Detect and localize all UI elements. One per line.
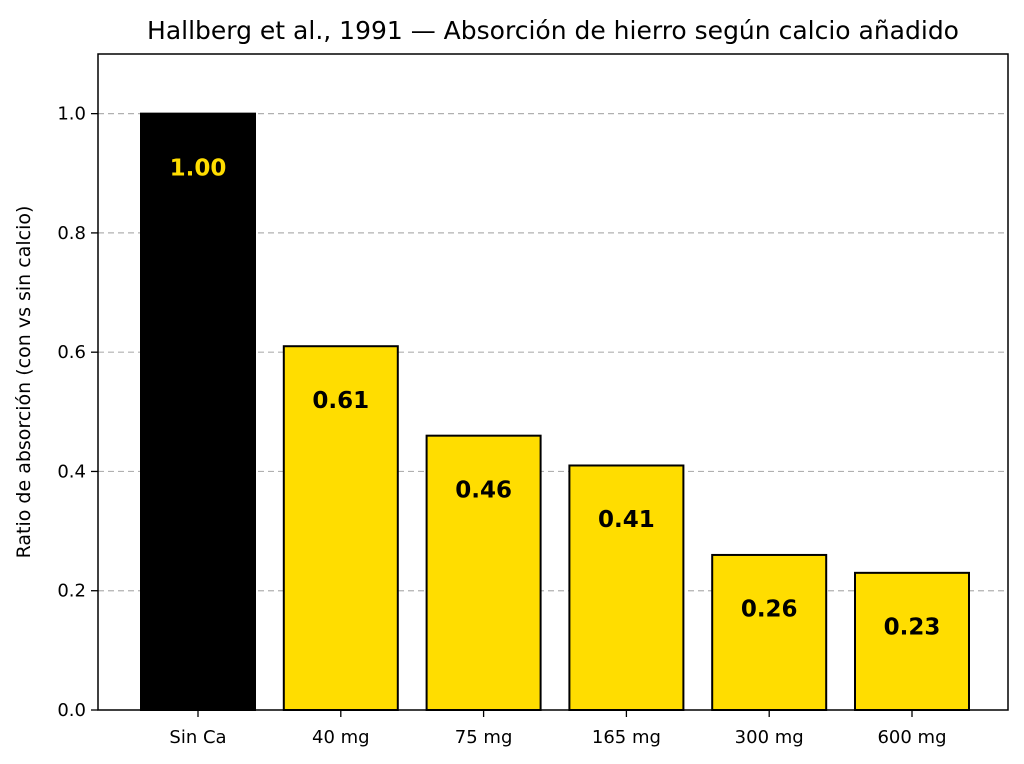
bar-value-label: 0.26 bbox=[741, 597, 798, 623]
bar bbox=[282, 345, 399, 711]
bars-group bbox=[140, 112, 970, 712]
x-axis-ticks: Sin Ca 40 mg 75 mg 165 mg 300 mg 600 mg bbox=[169, 710, 947, 748]
y-tick-label: 0.0 bbox=[57, 700, 86, 721]
x-tick-label: 40 mg bbox=[312, 727, 370, 748]
y-tick-label: 0.6 bbox=[57, 342, 86, 363]
y-tick-label: 1.0 bbox=[57, 104, 86, 125]
bar bbox=[425, 434, 542, 711]
y-tick-label: 0.4 bbox=[57, 461, 86, 482]
bar bbox=[568, 464, 685, 711]
bar-value-label: 0.61 bbox=[312, 388, 369, 414]
x-tick-label: Sin Ca bbox=[169, 727, 226, 748]
y-axis-ticks: 0.0 0.2 0.4 0.6 0.8 1.0 bbox=[57, 104, 98, 721]
x-tick-label: 75 mg bbox=[455, 727, 513, 748]
chart-title: Hallberg et al., 1991 — Absorción de hie… bbox=[147, 16, 959, 45]
x-tick-label: 600 mg bbox=[877, 727, 946, 748]
plot-frame bbox=[97, 53, 1009, 711]
y-axis-label: Ratio de absorción (con vs sin calcio) bbox=[13, 206, 35, 559]
bar bbox=[854, 571, 970, 711]
bar-value-label: 0.46 bbox=[455, 477, 512, 503]
y-tick-label: 0.2 bbox=[57, 581, 86, 602]
y-tick-label: 0.8 bbox=[57, 223, 86, 244]
x-tick-label: 165 mg bbox=[592, 727, 661, 748]
bar bbox=[140, 112, 256, 712]
bar bbox=[711, 553, 828, 711]
bar-value-label: 0.41 bbox=[598, 507, 655, 533]
bar-value-label: 1.00 bbox=[170, 155, 227, 181]
data-labels-group: 1.00 0.61 0.46 0.41 0.26 0.23 bbox=[170, 155, 941, 640]
bar-value-label: 0.23 bbox=[884, 615, 941, 641]
x-tick-label: 300 mg bbox=[735, 727, 804, 748]
